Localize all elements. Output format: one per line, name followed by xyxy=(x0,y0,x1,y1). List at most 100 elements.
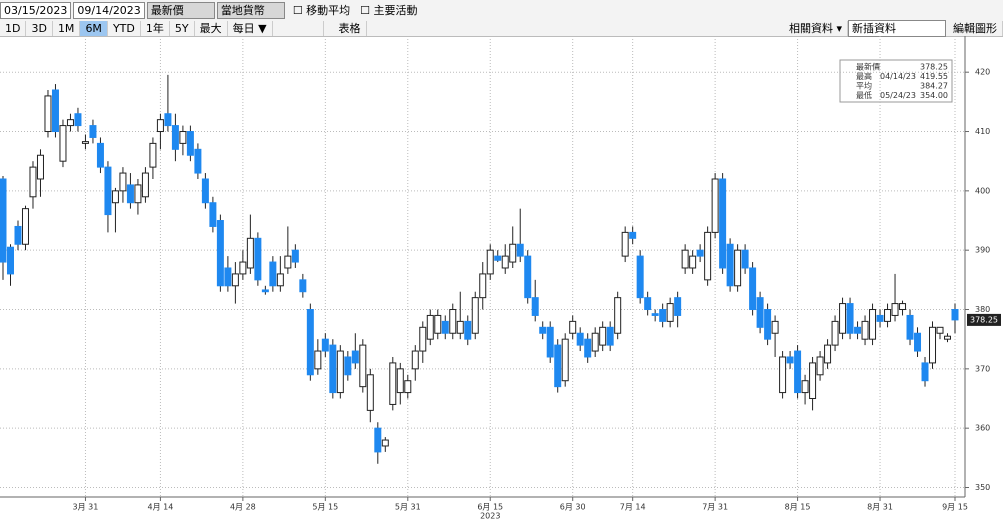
candle-down xyxy=(726,243,734,287)
candle-down xyxy=(126,184,134,204)
y-tick-label: 410 xyxy=(975,127,990,136)
candle-down xyxy=(636,255,644,299)
candle-up xyxy=(119,172,127,192)
candle-up xyxy=(816,356,824,376)
x-tick-label: 7月 31 xyxy=(702,503,728,512)
candle-up xyxy=(366,374,374,411)
range-button[interactable]: 1D xyxy=(0,20,27,36)
candle-down xyxy=(644,297,652,311)
range-button[interactable]: 1年 xyxy=(141,20,170,36)
candle-up xyxy=(59,125,67,162)
candle-down xyxy=(216,220,224,287)
candle-down xyxy=(329,344,337,394)
candle-up xyxy=(936,326,944,334)
y-tick-label: 370 xyxy=(975,364,990,373)
candle-up xyxy=(134,184,142,204)
currency[interactable]: 當地貨幣 xyxy=(216,1,285,19)
candle-up xyxy=(884,309,892,322)
candle-up xyxy=(471,297,479,334)
candle-up xyxy=(66,119,74,127)
candle-down xyxy=(629,231,637,239)
candle-up xyxy=(479,273,487,299)
frequency[interactable]: 每日 ▼ xyxy=(228,20,273,36)
candle-down xyxy=(794,350,802,394)
candle-up xyxy=(839,303,847,334)
range-button[interactable]: 6M xyxy=(80,20,108,36)
x-tick-label: 4月 28 xyxy=(230,503,256,512)
summary: 最新價 378.25 最高 04/14/23 419.55 平均 384.27 最低 05/24… xyxy=(856,62,948,101)
candle-down xyxy=(0,178,7,263)
candle-up xyxy=(509,243,517,263)
candle-up xyxy=(944,335,952,340)
y-tick-label: 420 xyxy=(975,68,990,77)
candle-down xyxy=(659,309,667,322)
table-button[interactable]: 表格 xyxy=(334,20,367,36)
range-button[interactable]: 3D xyxy=(26,20,53,36)
candle-down xyxy=(749,267,757,311)
candle-down xyxy=(374,427,382,453)
candle-down xyxy=(254,237,262,281)
edit-chart[interactable]: 編輯圖形 xyxy=(948,20,1003,36)
summary-value: 378.25 xyxy=(920,63,948,72)
candle-up xyxy=(891,303,899,316)
y-tick-label: 360 xyxy=(975,424,990,433)
candle-up xyxy=(426,314,434,340)
candle-down xyxy=(516,243,524,257)
range-buttons: 1D 3D 1M 6M YTD 1年 5Y 最大 xyxy=(0,20,228,36)
candle-down xyxy=(546,326,554,358)
summary-label: 最高 xyxy=(856,71,872,81)
candle-up xyxy=(831,320,839,346)
candle-down xyxy=(209,202,217,227)
candle-up xyxy=(246,237,254,269)
candle-down xyxy=(651,313,659,316)
range-button[interactable]: 最大 xyxy=(195,20,228,36)
candle-up xyxy=(501,255,509,269)
key-events[interactable]: ☐ 主要活動 xyxy=(360,4,418,17)
y-tick-label: 380 xyxy=(975,305,990,314)
candle-down xyxy=(674,297,682,316)
summary-label: 最低 xyxy=(856,90,872,100)
range-button[interactable]: 1M xyxy=(53,20,81,36)
candle-up xyxy=(711,178,719,233)
range-button[interactable]: 5Y xyxy=(170,20,195,36)
candle-up xyxy=(276,273,284,287)
candle-up xyxy=(869,309,877,340)
new-data[interactable]: 新插資料 xyxy=(848,19,946,37)
candle-up xyxy=(899,303,907,311)
candle-down xyxy=(299,279,307,293)
key-events-label: 主要活動 xyxy=(373,4,418,17)
candle-up xyxy=(929,326,937,364)
range-button[interactable]: YTD xyxy=(108,20,141,36)
candle-up xyxy=(149,142,157,168)
candle-up xyxy=(599,326,607,346)
candle-down xyxy=(171,125,179,150)
candle-down xyxy=(696,249,704,257)
end-date[interactable]: 09/14/2023 xyxy=(73,1,145,19)
candle-down xyxy=(719,178,727,269)
summary-value: 419.55 xyxy=(920,72,948,81)
candle-down xyxy=(524,255,532,299)
candle-up xyxy=(434,314,442,334)
price-field[interactable]: 最新價 xyxy=(146,1,215,19)
blank-button[interactable] xyxy=(273,20,324,36)
candle-up xyxy=(141,172,149,198)
candle-down xyxy=(921,362,929,382)
x-tick-label: 3月 31 xyxy=(73,503,99,512)
candle-down xyxy=(846,303,854,334)
summary-label: 最新價 xyxy=(856,62,880,72)
moving-average[interactable]: ☐ 移動平均 xyxy=(292,4,351,17)
candle-down xyxy=(764,309,772,340)
candle-down xyxy=(89,125,97,138)
candle-up xyxy=(111,190,119,204)
start-date[interactable]: 03/15/2023 xyxy=(0,1,72,19)
summary-date: 04/14/23 xyxy=(880,72,916,81)
related-button[interactable]: 相關資料 ▾ xyxy=(784,20,848,36)
x-tick-label: 7月 14 xyxy=(620,503,646,512)
summary-box xyxy=(839,59,953,103)
candle-up xyxy=(666,303,674,322)
candle-up xyxy=(239,261,247,275)
candle-up xyxy=(569,320,577,334)
candle-up xyxy=(734,249,742,287)
x-tick-label: 8月 31 xyxy=(867,503,893,512)
candle-up xyxy=(404,380,412,394)
